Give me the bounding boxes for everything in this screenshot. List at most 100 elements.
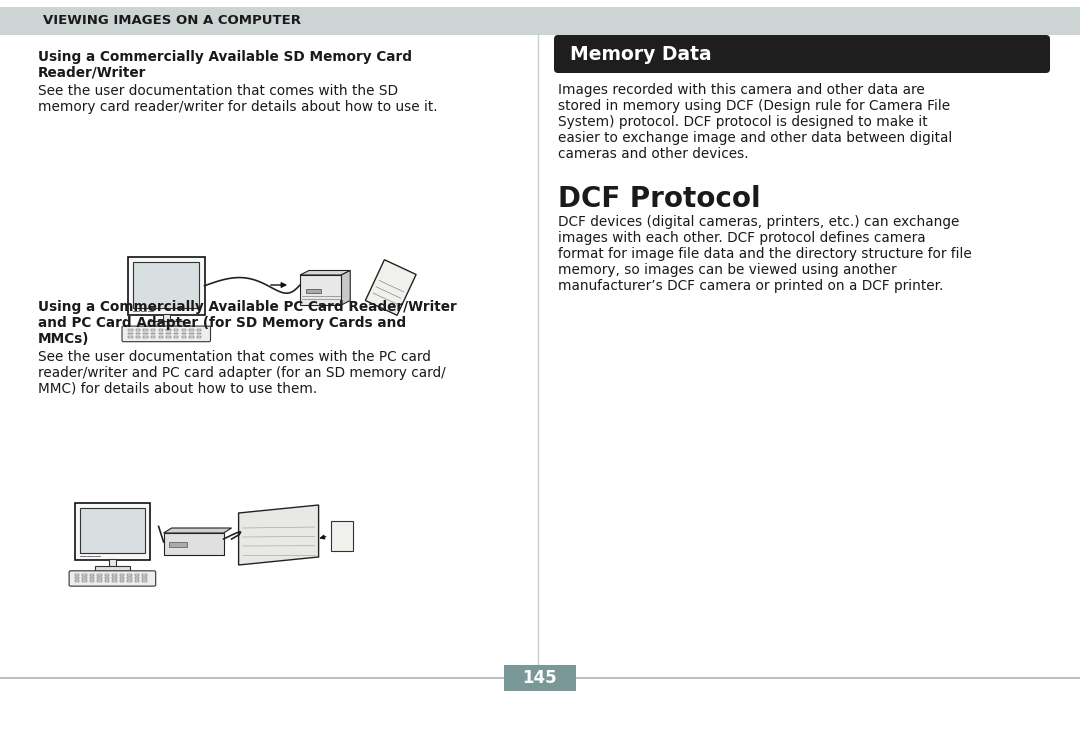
FancyBboxPatch shape <box>554 35 1050 73</box>
FancyBboxPatch shape <box>330 521 352 551</box>
Bar <box>97 580 102 582</box>
Bar <box>95 566 130 571</box>
Bar <box>166 336 171 337</box>
Bar <box>136 333 140 334</box>
Bar <box>129 336 133 337</box>
Bar <box>504 665 576 691</box>
Polygon shape <box>239 505 319 565</box>
Text: Images recorded with this camera and other data are: Images recorded with this camera and oth… <box>558 83 924 97</box>
Bar <box>166 333 171 334</box>
Polygon shape <box>163 528 231 533</box>
Bar <box>112 577 117 579</box>
Bar <box>306 289 321 293</box>
Bar <box>136 336 140 337</box>
Bar <box>75 580 80 582</box>
Bar <box>82 577 86 579</box>
Bar <box>129 333 133 334</box>
Text: MMC) for details about how to use them.: MMC) for details about how to use them. <box>38 382 318 396</box>
Bar <box>97 577 102 579</box>
Bar <box>105 577 109 579</box>
Text: Reader/Writer: Reader/Writer <box>38 66 147 80</box>
Bar <box>135 577 139 579</box>
Text: memory card reader/writer for details about how to use it.: memory card reader/writer for details ab… <box>38 100 437 114</box>
Polygon shape <box>300 271 350 275</box>
Bar <box>151 333 156 334</box>
FancyBboxPatch shape <box>69 571 156 586</box>
Bar <box>82 580 86 582</box>
Bar <box>181 329 186 331</box>
Text: VIEWING IMAGES ON A COMPUTER: VIEWING IMAGES ON A COMPUTER <box>43 15 301 28</box>
Text: System) protocol. DCF protocol is designed to make it: System) protocol. DCF protocol is design… <box>558 115 928 129</box>
Text: easier to exchange image and other data between digital: easier to exchange image and other data … <box>558 131 953 145</box>
Text: manufacturer’s DCF camera or printed on a DCF printer.: manufacturer’s DCF camera or printed on … <box>558 279 943 293</box>
Bar <box>189 336 193 337</box>
Bar <box>90 577 94 579</box>
Text: stored in memory using DCF (Design rule for Camera File: stored in memory using DCF (Design rule … <box>558 99 950 113</box>
Text: See the user documentation that comes with the SD: See the user documentation that comes wi… <box>38 84 399 98</box>
Bar <box>159 336 163 337</box>
Text: DCF devices (digital cameras, printers, etc.) can exchange: DCF devices (digital cameras, printers, … <box>558 215 959 229</box>
Bar <box>151 336 156 337</box>
Bar <box>159 329 163 331</box>
Text: format for image file data and the directory structure for file: format for image file data and the direc… <box>558 247 972 261</box>
Bar <box>112 580 117 582</box>
Bar <box>189 333 193 334</box>
Text: and PC Card Adapter (for SD Memory Cards and: and PC Card Adapter (for SD Memory Cards… <box>38 316 406 330</box>
Bar <box>197 333 201 334</box>
Text: reader/writer and PC card adapter (for an SD memory card/: reader/writer and PC card adapter (for a… <box>38 366 446 380</box>
Bar <box>82 574 86 576</box>
Text: Using a Commercially Available PC Card Reader/Writer: Using a Commercially Available PC Card R… <box>38 300 457 314</box>
Bar <box>143 580 147 582</box>
Bar <box>181 333 186 334</box>
Bar <box>166 329 171 331</box>
Bar <box>127 574 132 576</box>
Bar <box>174 336 178 337</box>
Bar <box>112 574 117 576</box>
Text: cameras and other devices.: cameras and other devices. <box>558 147 748 161</box>
Text: Memory Data: Memory Data <box>570 45 712 64</box>
Bar <box>151 329 156 331</box>
Bar <box>163 314 170 322</box>
Bar <box>75 503 150 560</box>
Bar <box>144 333 148 334</box>
Bar <box>148 321 185 326</box>
Bar <box>0 7 1080 35</box>
Bar <box>97 574 102 576</box>
Text: 145: 145 <box>523 669 557 687</box>
Bar <box>143 577 147 579</box>
Bar <box>80 508 145 553</box>
Bar <box>75 577 80 579</box>
Bar <box>174 329 178 331</box>
Text: memory, so images can be viewed using another: memory, so images can be viewed using an… <box>558 263 896 277</box>
Text: images with each other. DCF protocol defines camera: images with each other. DCF protocol def… <box>558 231 926 245</box>
Bar <box>144 336 148 337</box>
Bar <box>90 574 94 576</box>
Text: MMCs): MMCs) <box>38 332 90 346</box>
Bar <box>75 574 80 576</box>
Bar <box>300 275 341 305</box>
FancyBboxPatch shape <box>122 326 211 342</box>
Bar <box>135 580 139 582</box>
Bar <box>134 262 199 308</box>
Bar <box>168 542 187 547</box>
Bar <box>105 580 109 582</box>
Polygon shape <box>365 260 416 315</box>
Bar <box>120 580 124 582</box>
Text: DCF Protocol: DCF Protocol <box>558 185 760 213</box>
Polygon shape <box>341 271 350 305</box>
Text: See the user documentation that comes with the PC card: See the user documentation that comes wi… <box>38 350 431 364</box>
Bar <box>127 577 132 579</box>
Bar <box>135 574 139 576</box>
Bar <box>181 336 186 337</box>
Bar <box>109 559 116 567</box>
Bar <box>120 577 124 579</box>
Bar <box>127 580 132 582</box>
Bar <box>144 329 148 331</box>
Bar <box>136 329 140 331</box>
Bar <box>143 574 147 576</box>
Bar <box>189 329 193 331</box>
Bar <box>163 533 224 555</box>
Bar <box>197 329 201 331</box>
Bar <box>174 333 178 334</box>
Bar <box>90 580 94 582</box>
